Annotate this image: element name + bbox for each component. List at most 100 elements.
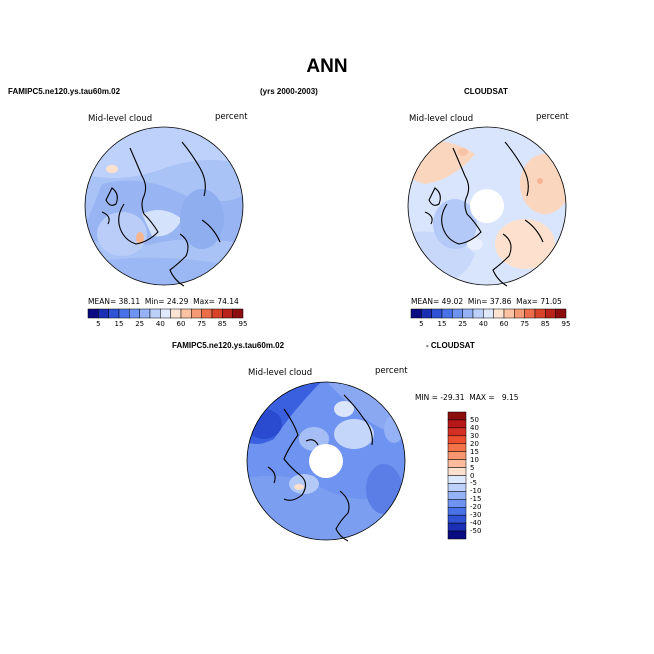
colorbar-swatch [545,308,556,319]
diff-colorbar [447,411,467,540]
colorbar-swatch [447,451,467,460]
panel2-stats: MEAN= 49.02 Min= 37.86 Max= 71.05 [411,297,562,306]
colorbar-tick-label: 15 [114,320,124,328]
colorbar-swatch [447,530,467,540]
panel1-colorbar-labels: 5 15 25 40 60 75 85 95 [88,320,247,330]
colorbar-tick-label: -40 [470,519,482,528]
colorbar-swatch [139,308,151,319]
colorbar-swatch [410,308,422,319]
colorbar-swatch [118,308,130,319]
colorbar-tick-label: 40 [470,423,479,432]
diff-title-left: FAMIPC5.ne120.ys.tau60m.02 [172,341,285,350]
colorbar-tick-label: 85 [540,320,550,328]
colorbar-tick-label: -15 [470,495,482,504]
panel2-units-label: percent [536,112,569,122]
colorbar-swatch [447,427,467,437]
colorbar-swatch [129,308,140,319]
colorbar-swatch [87,308,99,319]
colorbar-swatch [472,308,484,319]
colorbar-tick-label: 75 [520,320,530,328]
colorbar-tick-label: 25 [135,320,145,328]
colorbar-tick-label: 95 [238,320,248,328]
colorbar-swatch [447,483,467,492]
colorbar-swatch [170,308,182,319]
colorbar-tick-label: 60 [499,320,509,328]
colorbar-swatch [108,308,120,319]
main-title: ANN [306,56,348,77]
colorbar-swatch [447,459,467,468]
colorbar-swatch [524,308,536,319]
colorbar-tick-label: 40 [478,320,488,328]
colorbar-swatch [483,308,494,319]
colorbar-swatch [431,308,443,319]
colorbar-swatch [98,308,109,319]
panel1-polar-map [84,126,244,287]
colorbar-tick-label: 10 [470,455,479,464]
colorbar-tick-label: 75 [197,320,207,328]
colorbar-tick-label: 5 [470,463,475,472]
colorbar-swatch [160,308,171,319]
colorbar-swatch [447,411,467,421]
obs-name-header: CLOUDSAT [464,87,508,96]
panel1-units-label: percent [215,112,248,122]
colorbar-swatch [447,507,467,516]
colorbar-tick-label: 40 [155,320,165,328]
panel2-colorbar [410,308,567,319]
colorbar-swatch [232,308,244,319]
colorbar-tick-label: 20 [470,439,479,448]
colorbar-swatch [201,308,213,319]
colorbar-swatch [441,308,453,319]
colorbar-tick-label: 5 [96,320,101,328]
panel1-variable-label: Mid-level cloud [88,114,153,124]
colorbar-swatch [514,308,525,319]
panel1-stats: MEAN= 38.11 Min= 24.29 Max= 74.14 [88,297,239,306]
diff-minmax: MIN = -29.31 MAX = 9.15 [415,393,519,402]
colorbar-swatch [447,435,467,444]
colorbar-tick-label: -50 [470,527,482,536]
colorbar-swatch [191,308,202,319]
colorbar-swatch [503,308,515,319]
colorbar-tick-label: 5 [419,320,424,328]
colorbar-swatch [211,308,223,319]
colorbar-swatch [447,491,467,500]
colorbar-swatch [555,308,567,319]
diff-variable-label: Mid-level cloud [248,368,313,378]
colorbar-swatch [447,522,467,532]
colorbar-tick-label: 25 [458,320,468,328]
colorbar-tick-label: 30 [470,431,479,440]
colorbar-tick-label: 85 [217,320,227,328]
panel2-polar-map [407,126,567,287]
colorbar-tick-label: -10 [470,487,482,496]
panel2-variable-label: Mid-level cloud [409,114,474,124]
colorbar-swatch [447,443,467,452]
colorbar-swatch [493,308,505,319]
colorbar-swatch [462,308,474,319]
colorbar-swatch [421,308,432,319]
colorbar-swatch [447,499,467,508]
colorbar-swatch [452,308,463,319]
diff-title-right: - CLOUDSAT [426,341,475,350]
colorbar-swatch [180,308,192,319]
colorbar-tick-label: 95 [561,320,571,328]
colorbar-tick-label: 15 [470,447,479,456]
diff-polar-map [246,381,406,542]
colorbar-swatch [447,475,467,484]
diff-units-label: percent [375,366,408,376]
colorbar-swatch [447,419,467,429]
diff-colorbar-labels: 50 40 30 20 15 10 5 0 -5 -10 -15 -20 -30 -40 -50 [470,412,500,539]
panel2-colorbar-labels: 5 15 25 40 60 75 85 95 [411,320,570,330]
panel1-colorbar [87,308,244,319]
colorbar-tick-label: -30 [470,511,482,520]
colorbar-tick-label: 50 [470,415,479,424]
colorbar-swatch [447,467,467,476]
years-header: (yrs 2000-2003) [260,87,318,96]
colorbar-tick-label: -20 [470,503,482,512]
colorbar-swatch [447,514,467,524]
colorbar-tick-label: 60 [176,320,186,328]
colorbar-swatch [149,308,161,319]
case-name-header: FAMIPC5.ne120.ys.tau60m.02 [8,87,121,96]
colorbar-tick-label: -5 [470,479,477,488]
colorbar-swatch [534,308,546,319]
colorbar-swatch [222,308,233,319]
colorbar-tick-label: 15 [437,320,447,328]
